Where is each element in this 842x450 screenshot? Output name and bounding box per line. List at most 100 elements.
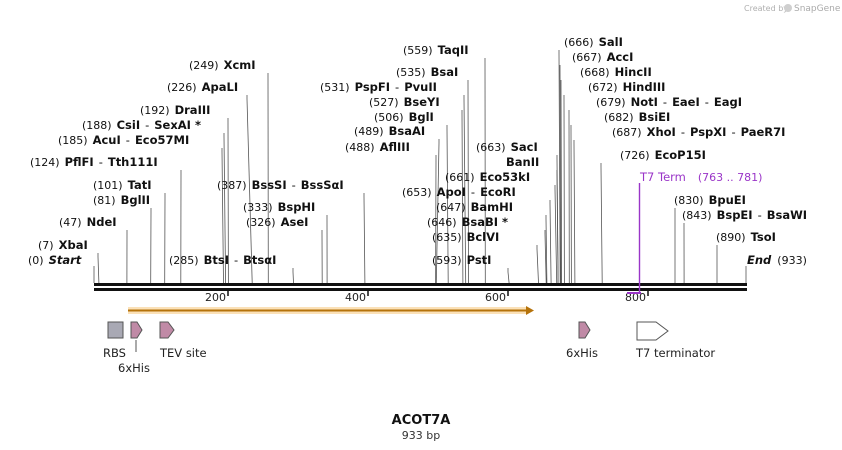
site-label[interactable]: (527) BseYI <box>369 95 440 109</box>
feature-rbs[interactable]: RBS <box>103 321 126 360</box>
feature-label-t7-terminator: T7 terminator <box>635 346 715 360</box>
site-label[interactable]: (0) Start <box>28 253 82 267</box>
site-label[interactable]: (489) BsaAI <box>354 124 425 138</box>
site-name: BclVI <box>467 230 500 244</box>
site-position: (653) <box>402 186 432 199</box>
site-label[interactable]: (506) BglI <box>374 110 434 124</box>
site-name: BspEI <box>717 208 753 222</box>
site-name: AccI <box>607 50 634 64</box>
feature-6xhis-second[interactable]: 6xHis <box>566 321 598 360</box>
site-label[interactable]: (843) BspEI - BsaWI <box>682 208 807 222</box>
site-label[interactable]: (249) XcmI <box>189 58 256 72</box>
site-leader-line <box>463 95 467 284</box>
site-name: TsoI <box>751 230 776 244</box>
site-position: (559) <box>403 44 433 57</box>
tev-site-arrow-icon <box>159 321 175 339</box>
site-label[interactable]: BanII <box>506 155 539 169</box>
feature-t7-terminator[interactable]: T7 terminator <box>635 321 715 360</box>
site-name: EaeI <box>672 95 700 109</box>
site-label[interactable]: (646) BsaBI * <box>427 215 508 229</box>
site-label[interactable]: (663) SacI <box>476 140 538 154</box>
site-position: (7) <box>38 239 54 252</box>
site-label[interactable]: (687) XhoI - PspXI - PaeR7I <box>612 125 785 139</box>
site-label[interactable]: (672) HindIII <box>588 80 665 94</box>
site-label[interactable]: (326) AseI <box>246 215 308 229</box>
orf-arrow[interactable] <box>128 306 534 315</box>
site-label[interactable]: T7 Term (763 .. 781) <box>639 170 762 184</box>
site-name: EagI <box>714 95 742 109</box>
t7-term-primer-mark[interactable] <box>627 183 641 294</box>
site-leader-line <box>223 133 226 284</box>
site-position: (593) <box>432 254 462 267</box>
site-label[interactable]: (531) PspFI - PvuII <box>320 80 437 94</box>
site-leader-line <box>246 95 253 284</box>
site-label[interactable]: (535) BsaI <box>396 65 458 79</box>
snapgene-logo-icon <box>784 4 792 12</box>
sequence-backbone <box>94 283 747 291</box>
site-leader-line <box>221 148 224 284</box>
site-name: NotI <box>631 95 658 109</box>
site-label[interactable]: (890) TsoI <box>716 230 776 244</box>
site-label[interactable]: (653) ApoI - EcoRI <box>402 185 516 199</box>
site-leader-line <box>600 163 603 284</box>
site-label[interactable]: (124) PflFI - Tth111I <box>30 155 158 169</box>
site-label[interactable]: (661) Eco53kI <box>445 170 530 184</box>
site-leader-line <box>556 170 559 284</box>
site-separator: - <box>663 95 667 109</box>
feature-tev-site[interactable]: TEV site <box>159 321 207 360</box>
site-name: HincII <box>615 65 652 79</box>
feature-6xhis-first[interactable]: 6xHis <box>118 321 150 375</box>
site-position: (531) <box>320 81 350 94</box>
site-position: (672) <box>588 81 618 94</box>
site-position: (890) <box>716 231 746 244</box>
orf-arrowhead <box>526 306 534 315</box>
site-name: PspFI <box>355 80 390 94</box>
site-separator: - <box>705 95 709 109</box>
site-name: BsaI <box>431 65 459 79</box>
site-label[interactable]: (559) TaqII <box>403 43 469 57</box>
site-position: (489) <box>354 125 384 138</box>
site-label[interactable]: (666) SalI <box>564 35 623 49</box>
site-label[interactable]: End (933) <box>747 253 807 267</box>
site-label[interactable]: (101) TatI <box>93 178 152 192</box>
credit-brand: SnapGene <box>794 4 841 14</box>
site-leader-line <box>545 215 548 284</box>
site-label[interactable]: (81) BglII <box>93 193 150 207</box>
site-label[interactable]: (285) BtsI - BtsαI <box>169 253 276 267</box>
site-label[interactable]: (682) BsiEI <box>604 110 670 124</box>
feature-label-tev-site: TEV site <box>159 346 207 360</box>
site-label[interactable]: (192) DraIII <box>140 103 210 117</box>
site-name: HindIII <box>623 80 666 94</box>
site-label[interactable]: (726) EcoP15I <box>620 148 706 162</box>
site-label[interactable]: (667) AccI <box>572 50 633 64</box>
site-label[interactable]: (47) NdeI <box>59 215 117 229</box>
site-label[interactable]: (679) NotI - EaeI - EagI <box>596 95 742 109</box>
his-tag-arrow-icon <box>130 321 143 339</box>
site-label[interactable]: (185) AcuI - Eco57MI <box>58 133 189 147</box>
site-position: (535) <box>396 66 426 79</box>
site-label[interactable]: (226) ApaLI <box>167 80 238 94</box>
site-name: Tth111I <box>108 155 158 169</box>
site-position: (830) <box>674 194 704 207</box>
site-label[interactable]: (830) BpuEI <box>674 193 746 207</box>
site-label[interactable]: (593) PstI <box>432 253 491 267</box>
site-leader-line <box>573 140 576 284</box>
site-leader-line <box>467 80 469 284</box>
site-name: SalI <box>599 35 623 49</box>
ruler-tick-label: 600 <box>485 291 506 304</box>
site-label[interactable]: (7) XbaI <box>38 238 88 252</box>
site-name: TaqII <box>438 43 469 57</box>
site-label[interactable]: (387) BssSI - BssSαI <box>217 178 344 192</box>
site-label[interactable]: (188) CsiI - SexAI * <box>82 118 201 132</box>
site-position: (326) <box>246 216 276 229</box>
site-label[interactable]: (488) AflIII <box>345 140 410 154</box>
site-position: (663) <box>476 141 506 154</box>
site-label[interactable]: (647) BamHI <box>436 200 513 214</box>
site-label[interactable]: (635) BclVI <box>432 230 499 244</box>
site-label[interactable]: (668) HincII <box>580 65 652 79</box>
site-label[interactable]: (333) BspHI <box>243 200 315 214</box>
site-position: (635) <box>432 231 462 244</box>
site-name: PspXI <box>690 125 726 139</box>
site-position: (506) <box>374 111 404 124</box>
site-leader-line <box>446 125 449 284</box>
